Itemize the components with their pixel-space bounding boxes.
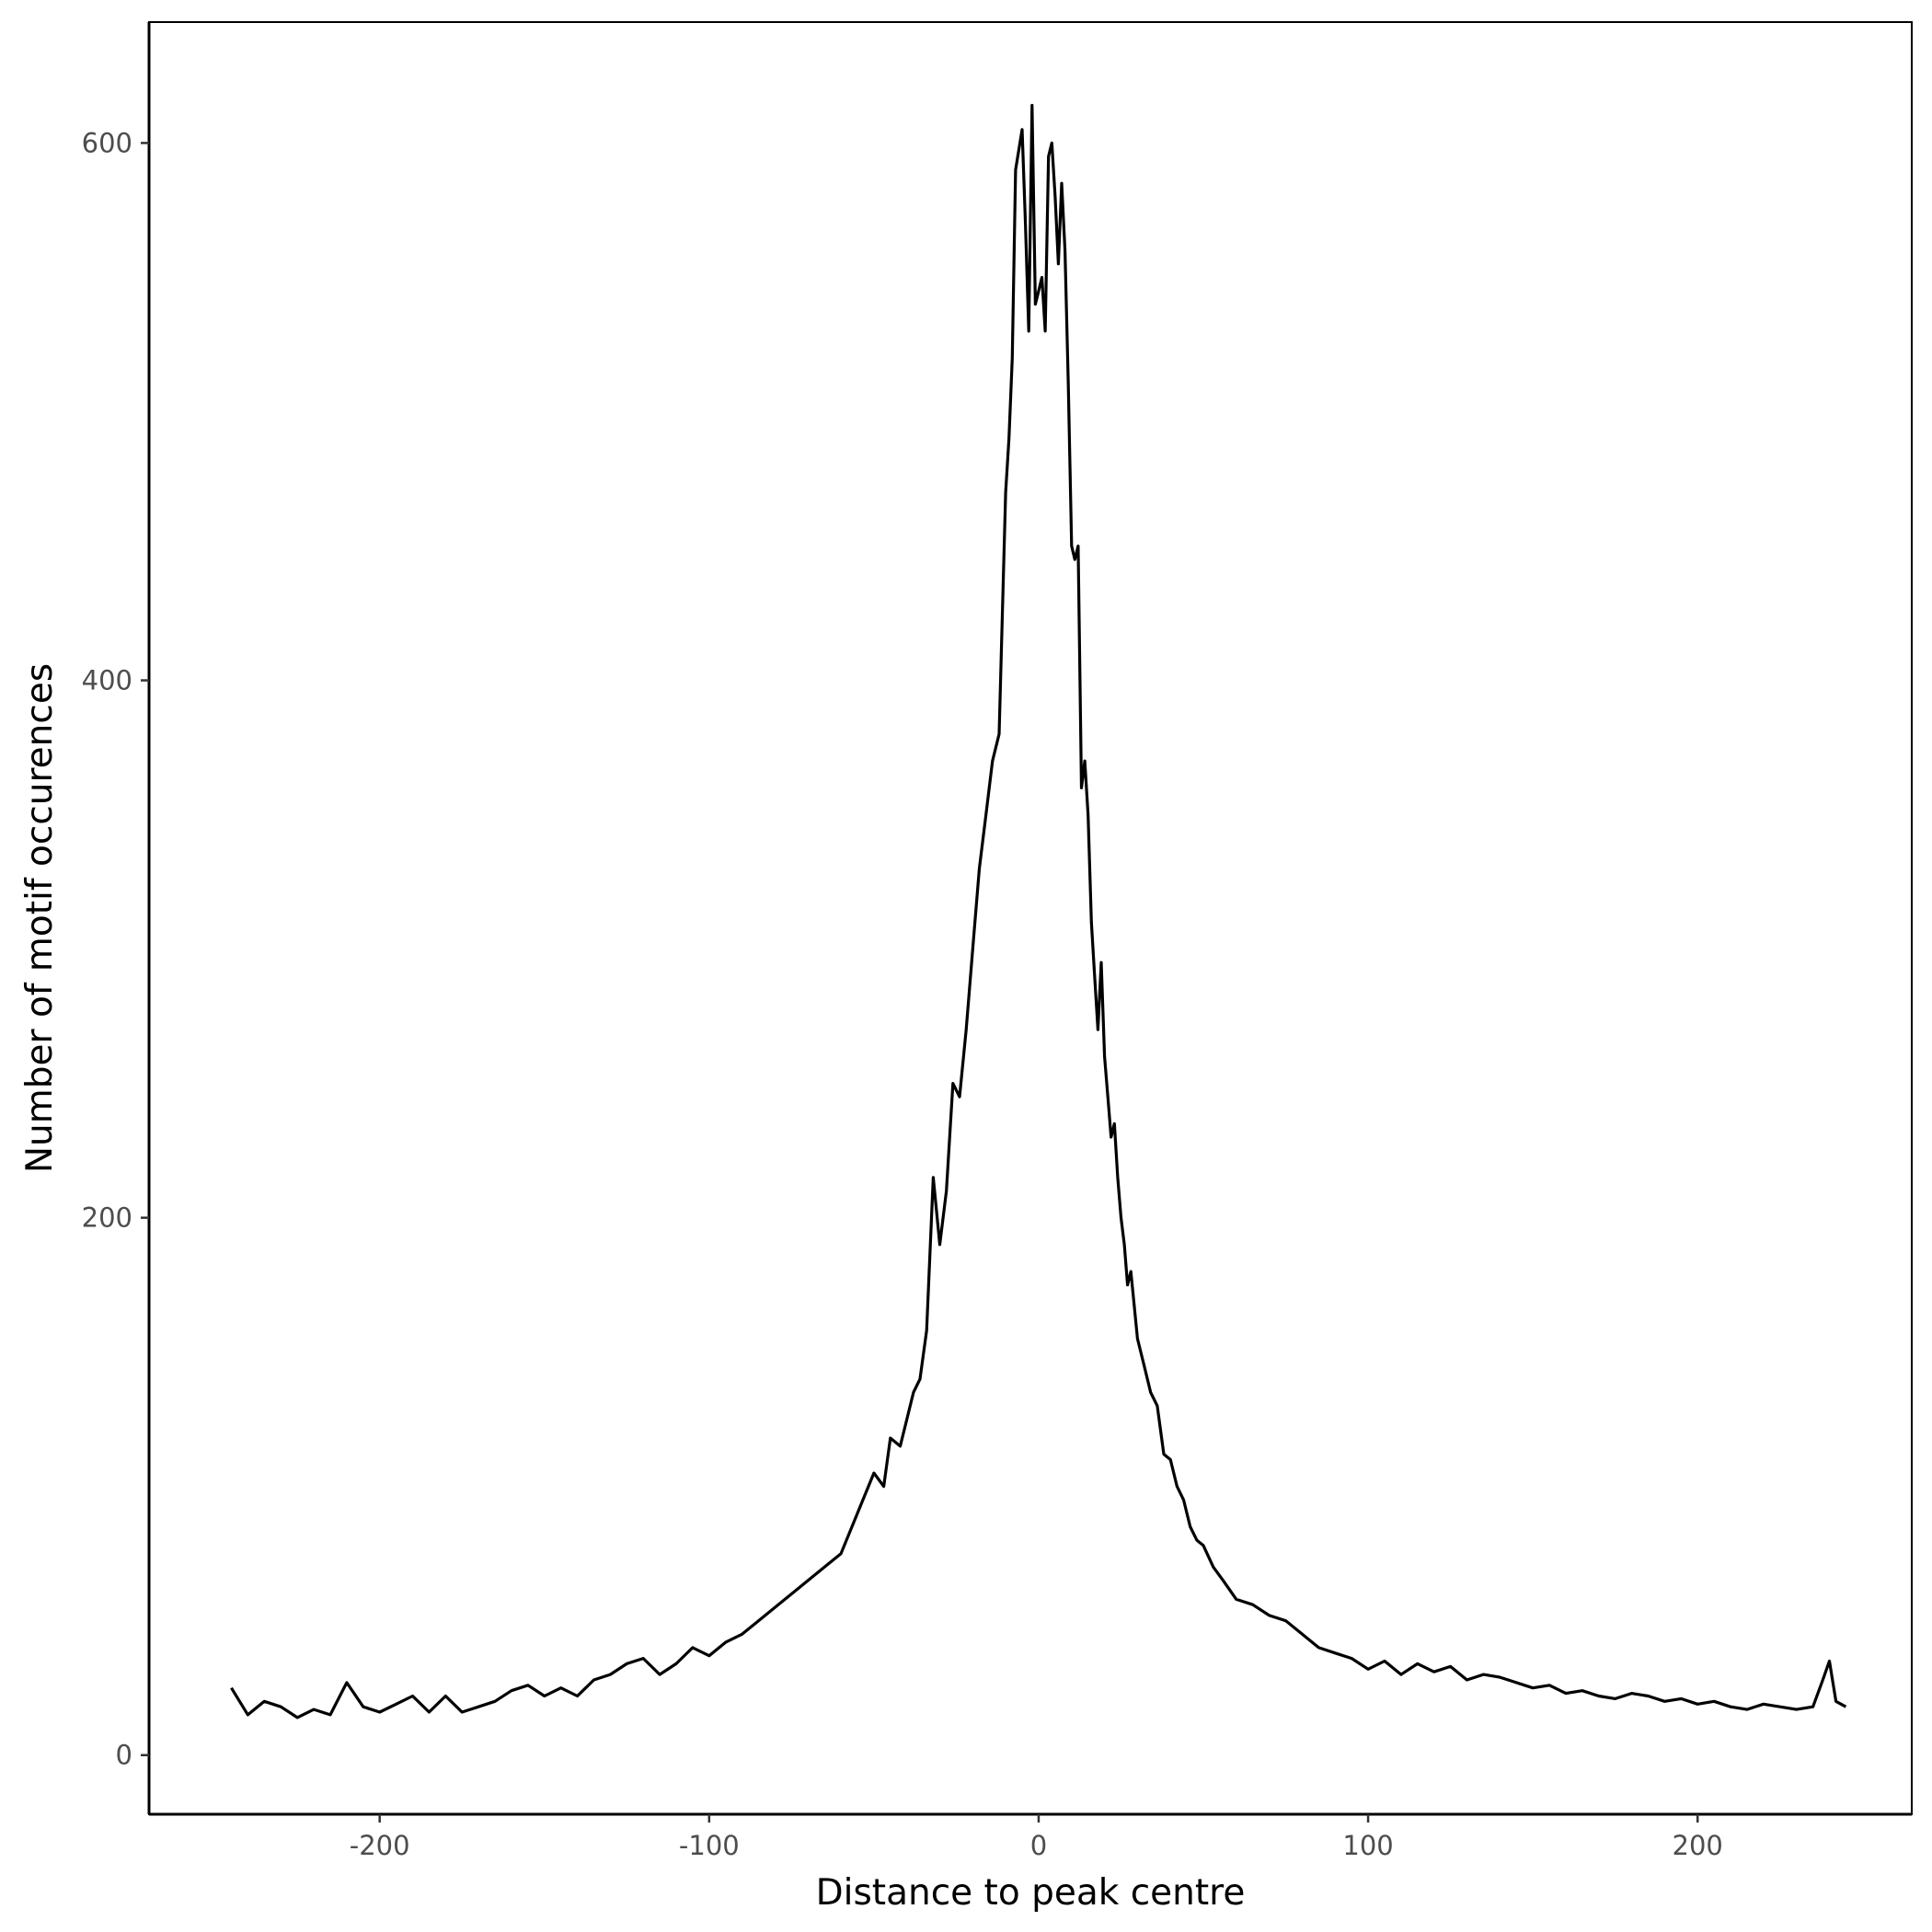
y-tick-label: 0 — [116, 1740, 132, 1771]
y-axis-ticks: 0 200 400 600 — [82, 127, 149, 1771]
x-tick-label: -100 — [679, 1830, 740, 1861]
series-line — [230, 103, 1847, 1719]
x-tick-label: 0 — [1030, 1830, 1047, 1861]
y-axis-title: Number of motif occurences — [19, 663, 61, 1173]
x-tick-label: 200 — [1673, 1830, 1723, 1861]
x-tick-label: -200 — [350, 1830, 410, 1861]
x-tick-label: 100 — [1342, 1830, 1393, 1861]
y-tick-label: 200 — [82, 1202, 132, 1234]
y-tick-label: 400 — [82, 665, 132, 696]
panel-border — [148, 21, 1913, 1815]
x-axis-ticks: -200 -100 0 100 200 — [350, 1814, 1723, 1861]
y-tick-label: 600 — [82, 127, 132, 158]
x-axis-title: Distance to peak centre — [816, 1872, 1246, 1914]
